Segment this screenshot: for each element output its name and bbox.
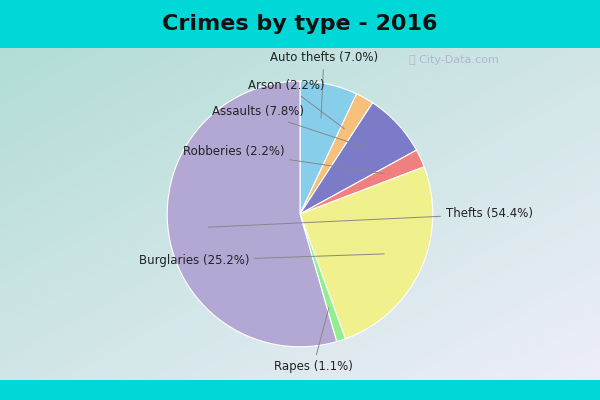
Wedge shape [300,103,416,214]
Text: Robberies (2.2%): Robberies (2.2%) [183,145,384,174]
Text: ⓘ City-Data.com: ⓘ City-Data.com [409,55,499,65]
Text: Assaults (7.8%): Assaults (7.8%) [212,105,368,148]
Text: Arson (2.2%): Arson (2.2%) [248,79,344,129]
Text: Rapes (1.1%): Rapes (1.1%) [274,308,353,373]
Text: Crimes by type - 2016: Crimes by type - 2016 [162,14,438,34]
Text: Thefts (54.4%): Thefts (54.4%) [208,208,533,227]
Text: Auto thefts (7.0%): Auto thefts (7.0%) [270,51,378,118]
Wedge shape [300,94,373,214]
Wedge shape [300,214,346,342]
Wedge shape [300,81,356,214]
Wedge shape [167,81,337,347]
Wedge shape [300,167,433,339]
Wedge shape [300,150,424,214]
Text: Burglaries (25.2%): Burglaries (25.2%) [139,254,384,267]
